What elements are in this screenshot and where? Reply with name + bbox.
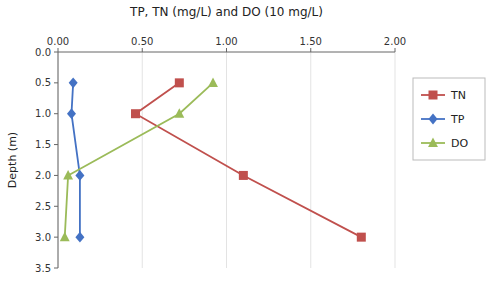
x-tick bbox=[226, 48, 227, 52]
point-marker bbox=[63, 170, 73, 179]
legend-marker bbox=[428, 138, 438, 147]
title: TP, TN (mg/L) and DO (10 mg/L) bbox=[129, 5, 323, 19]
y-tick bbox=[54, 175, 58, 176]
grid-line bbox=[310, 52, 311, 268]
legend: TN TP DO bbox=[413, 78, 485, 160]
y-tick bbox=[54, 113, 58, 114]
y-tick bbox=[54, 237, 58, 238]
legend-marker bbox=[429, 114, 438, 125]
x-tick bbox=[310, 48, 311, 52]
grid-line bbox=[58, 52, 59, 268]
x-tick bbox=[142, 48, 143, 52]
point-marker bbox=[67, 108, 76, 119]
series-line bbox=[136, 83, 362, 237]
point-marker bbox=[175, 78, 184, 87]
legend-label: TP bbox=[450, 113, 465, 126]
y-tick bbox=[54, 52, 58, 53]
grid-line bbox=[226, 52, 227, 268]
x-tick bbox=[395, 48, 396, 52]
x-tick-label: 1.50 bbox=[300, 36, 322, 47]
x-tick-label: 1.00 bbox=[215, 36, 237, 47]
series-line bbox=[71, 83, 79, 237]
y-tick-label: 0.5 bbox=[35, 77, 51, 88]
y-tick-label: 0.0 bbox=[35, 47, 51, 58]
legend-box bbox=[413, 78, 485, 160]
point-marker bbox=[69, 77, 78, 88]
point-marker bbox=[75, 232, 84, 243]
y-tick-label: 2.5 bbox=[35, 201, 51, 212]
y-tick-label: 3.5 bbox=[35, 263, 51, 274]
y-tick bbox=[54, 82, 58, 83]
point-marker bbox=[131, 109, 140, 118]
chart: 0.00 0.50 1.00 1.50 2.00 0.0 0.5 1.0 1.5 2.0 2.5 3.… bbox=[0, 0, 500, 281]
grid-line bbox=[395, 52, 396, 268]
x-tick-label: 0.50 bbox=[131, 36, 153, 47]
y-tick bbox=[54, 144, 58, 145]
point-marker bbox=[239, 171, 248, 180]
x-tick-label: 2.00 bbox=[384, 36, 406, 47]
point-marker bbox=[60, 232, 70, 241]
grid-line bbox=[142, 52, 143, 268]
x-tick-label: 0.00 bbox=[47, 36, 69, 47]
x-tick bbox=[58, 48, 59, 52]
y-tick-label: 2.0 bbox=[35, 170, 51, 181]
y-tick-label: 3.0 bbox=[35, 232, 51, 243]
y-tick bbox=[54, 206, 58, 207]
point-marker bbox=[357, 233, 366, 242]
y-tick-label: 1.5 bbox=[35, 139, 51, 150]
y-axis-line bbox=[58, 52, 59, 268]
point-marker bbox=[174, 108, 184, 117]
series-line bbox=[65, 83, 213, 237]
legend-label: TN bbox=[450, 89, 466, 102]
legend-label: DO bbox=[451, 137, 468, 150]
y-tick-label: 1.0 bbox=[35, 108, 51, 119]
point-marker bbox=[208, 77, 218, 86]
grid bbox=[58, 52, 395, 268]
y-tick bbox=[54, 268, 58, 269]
y-axis-label: Depth (m) bbox=[6, 132, 19, 188]
plot-area bbox=[60, 77, 366, 242]
legend-marker bbox=[429, 91, 438, 100]
